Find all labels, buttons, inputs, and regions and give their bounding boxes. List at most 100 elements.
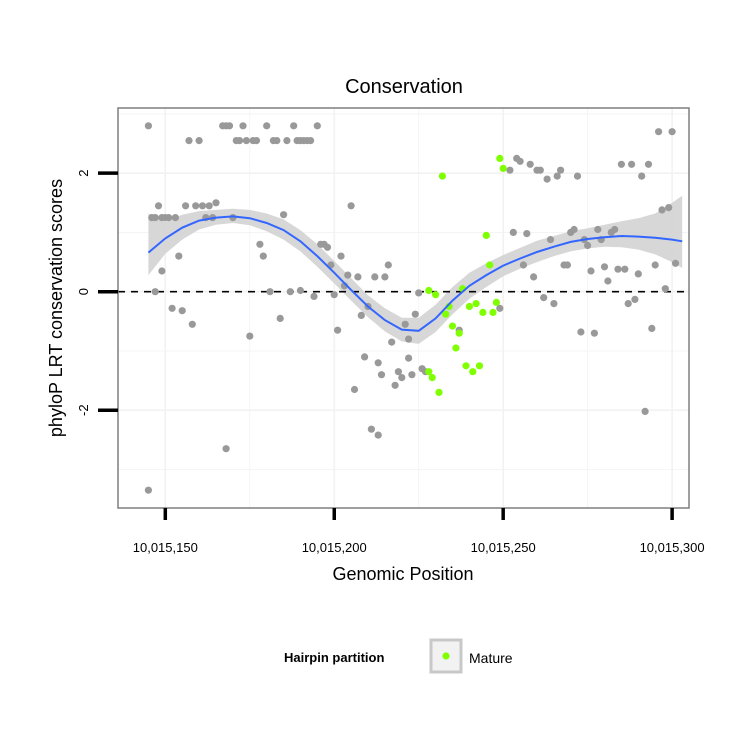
point-other xyxy=(526,160,534,168)
point-other xyxy=(543,175,551,183)
point-other xyxy=(144,122,152,130)
point-mature xyxy=(472,300,480,308)
point-other xyxy=(354,273,362,281)
point-other xyxy=(361,353,369,361)
point-other xyxy=(634,270,642,278)
point-mature xyxy=(465,302,473,311)
point-other xyxy=(259,252,267,260)
point-other xyxy=(222,445,230,453)
point-other xyxy=(357,311,365,319)
point-other xyxy=(178,307,186,315)
point-other xyxy=(266,288,274,296)
point-mature xyxy=(435,388,443,396)
point-other xyxy=(154,202,163,210)
point-other xyxy=(506,166,514,174)
point-other xyxy=(239,122,247,130)
point-other xyxy=(540,294,548,302)
point-other xyxy=(205,202,213,210)
point-other xyxy=(225,122,234,130)
point-other xyxy=(516,157,524,165)
point-other xyxy=(165,214,173,222)
point-other xyxy=(621,265,629,273)
point-other xyxy=(401,320,409,328)
point-other xyxy=(188,320,196,328)
point-other xyxy=(614,265,622,273)
point-other xyxy=(550,300,558,308)
point-mature xyxy=(455,329,463,337)
point-mature xyxy=(479,308,487,316)
point-other xyxy=(584,241,592,250)
point-other xyxy=(252,137,261,145)
point-other xyxy=(185,137,193,145)
point-other xyxy=(658,206,666,214)
point-other xyxy=(405,335,413,343)
x-tick-label: 10,015,150 xyxy=(133,540,198,555)
point-other xyxy=(381,273,389,281)
point-other xyxy=(263,122,271,130)
panel-border xyxy=(117,107,690,509)
point-other xyxy=(638,172,646,180)
point-other xyxy=(644,160,653,168)
panel-background xyxy=(118,108,689,508)
point-other xyxy=(296,286,304,295)
point-other xyxy=(611,225,619,234)
point-other xyxy=(655,128,663,136)
legend: Hairpin partition Mature xyxy=(284,638,513,674)
y-axis-title: phyloP LRT conservation scores xyxy=(46,179,66,437)
point-other xyxy=(256,240,264,248)
point-other xyxy=(594,225,602,234)
point-other xyxy=(546,236,555,244)
point-other xyxy=(398,374,406,382)
point-other xyxy=(590,329,599,337)
grid-lines xyxy=(118,108,689,508)
point-other xyxy=(408,371,416,379)
point-other xyxy=(553,172,561,180)
point-other xyxy=(283,137,291,145)
point-mature xyxy=(428,374,436,382)
point-other xyxy=(347,202,355,210)
point-other xyxy=(192,202,200,210)
point-other xyxy=(212,199,220,207)
legend-label-mature: Mature xyxy=(469,650,513,666)
point-other xyxy=(668,128,676,136)
x-tick-label: 10,015,300 xyxy=(640,540,705,555)
point-other xyxy=(530,273,538,281)
point-other xyxy=(151,214,159,222)
y-tick-label: 0 xyxy=(76,288,91,295)
point-mature xyxy=(496,154,504,162)
point-mature xyxy=(482,231,490,239)
point-other xyxy=(573,172,582,180)
point-other xyxy=(617,160,626,168)
point-mature xyxy=(469,368,477,376)
point-other xyxy=(563,261,572,269)
point-other xyxy=(236,137,244,145)
point-other xyxy=(367,425,375,433)
point-other xyxy=(604,277,612,285)
point-other xyxy=(280,211,288,219)
y-tick-label: -2 xyxy=(76,404,91,416)
smooth-curve xyxy=(147,215,683,332)
point-mature xyxy=(425,368,433,376)
confidence-ribbon xyxy=(148,195,683,344)
chart-title: Conservation xyxy=(345,76,463,98)
point-other xyxy=(665,204,673,212)
point-other xyxy=(158,267,166,275)
point-other xyxy=(641,407,649,415)
x-axis-title: Genomic Position xyxy=(332,564,473,584)
point-other xyxy=(536,166,544,174)
point-other xyxy=(415,289,423,297)
point-other xyxy=(307,137,315,145)
point-other xyxy=(198,202,207,210)
point-other xyxy=(405,354,413,362)
point-other xyxy=(344,271,352,279)
point-mature xyxy=(448,322,457,330)
point-other xyxy=(651,261,659,269)
point-other xyxy=(523,230,531,238)
point-mature xyxy=(425,286,433,295)
point-other xyxy=(286,288,294,296)
point-other xyxy=(391,381,399,389)
point-mature xyxy=(452,344,460,352)
point-other xyxy=(509,228,517,236)
point-other xyxy=(310,292,318,300)
